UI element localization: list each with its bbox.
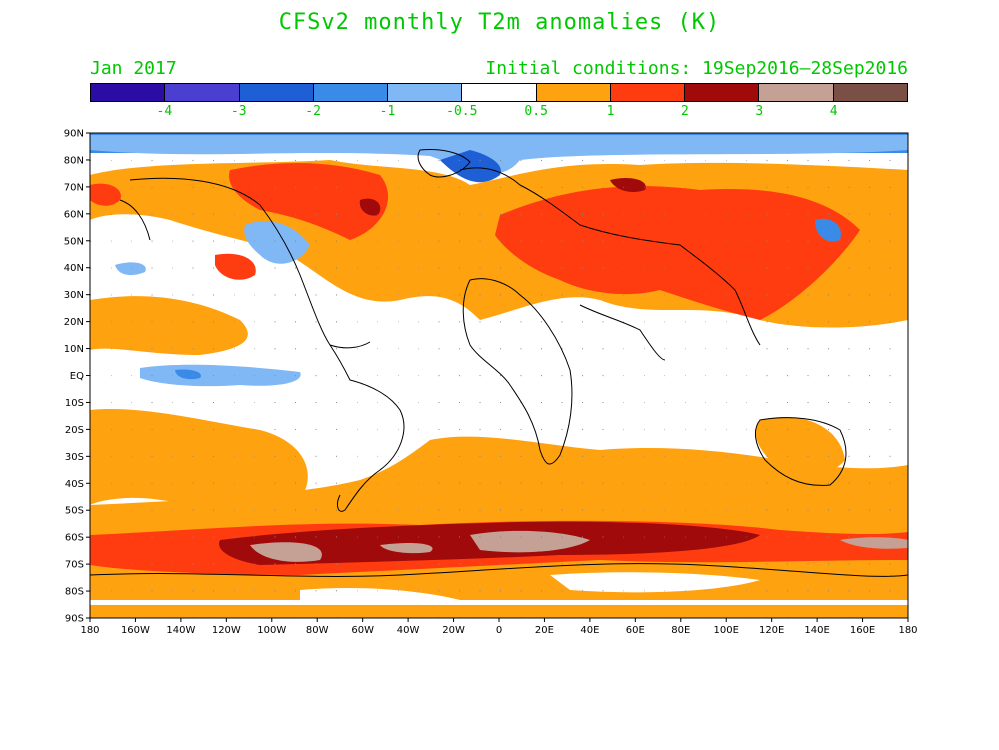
lon-label: 40E: [580, 625, 599, 636]
lat-label: 90N: [64, 129, 84, 140]
colorbar-label: -1: [379, 104, 396, 119]
lon-label: 80W: [306, 625, 329, 636]
colorbar-segment: [759, 84, 834, 101]
colorbar-label: -4: [156, 104, 173, 119]
lon-label: 20W: [442, 625, 465, 636]
colorbar-segment: [610, 84, 686, 101]
lon-label: 160E: [850, 625, 875, 636]
lon-label: 140E: [804, 625, 829, 636]
lat-label: 80N: [64, 155, 84, 166]
lon-label: 140W: [166, 625, 195, 636]
lat-label: 80S: [65, 587, 84, 598]
colorbar-segment: [313, 84, 389, 101]
lat-label: 30N: [64, 290, 84, 301]
lon-label: 60W: [351, 625, 374, 636]
colorbar-label: -0.5: [446, 104, 478, 119]
chart-title: CFSv2 monthly T2m anomalies (K): [278, 10, 721, 35]
lon-label: 40W: [397, 625, 420, 636]
lon-label: 20E: [535, 625, 554, 636]
lat-label: EQ: [70, 371, 84, 382]
lon-label: 100W: [257, 625, 286, 636]
lat-label: 40N: [64, 263, 84, 274]
colorbar-label: 1: [606, 104, 615, 119]
colorbar-segment: [388, 84, 463, 101]
colorbar-segment: [685, 84, 760, 101]
lat-label: 70S: [65, 560, 84, 571]
colorbar-label: -3: [230, 104, 247, 119]
longitude-axis: 180 160W 140W 120W 100W 80W 60W 40W 20W 0 20E 40E 60…: [80, 618, 918, 636]
lat-label: 60S: [65, 533, 84, 544]
colorbar-label: 3: [755, 104, 764, 119]
anomaly-field: [90, 133, 908, 618]
lat-label: 70N: [64, 182, 84, 193]
lon-label: 0: [496, 625, 502, 636]
lon-label: 120W: [212, 625, 241, 636]
lat-label: 20N: [64, 317, 84, 328]
colorbar-segment: [462, 84, 537, 101]
lat-label: 10S: [65, 398, 84, 409]
colorbar-segment: [91, 84, 166, 101]
lat-label: 50N: [64, 236, 84, 247]
lat-label: 30S: [65, 452, 84, 463]
lon-label: 100E: [714, 625, 739, 636]
lon-label: 80E: [671, 625, 690, 636]
lon-label: 60E: [626, 625, 645, 636]
lat-label: 10N: [64, 344, 84, 355]
colorbar-segment: [239, 84, 314, 101]
lon-label: 160W: [121, 625, 150, 636]
lat-label: 60N: [64, 209, 84, 220]
lat-label: 90S: [65, 614, 84, 625]
colorbar-label: -2: [305, 104, 321, 119]
latitude-axis: 90N 80N 70N 60N 50N 40N 30N 20N 10N EQ 10S 20S 30S 40…: [64, 129, 90, 625]
colorbar: [90, 83, 908, 102]
lat-label: 20S: [65, 425, 84, 436]
coastlines: [90, 149, 908, 577]
initial-conditions: Initial conditions: 19Sep2016–28Sep2016: [485, 58, 908, 79]
forecast-month: Jan 2017: [90, 58, 177, 79]
lon-label: 180: [898, 625, 917, 636]
colorbar-segment: [833, 84, 907, 101]
lat-label: 50S: [65, 506, 84, 517]
colorbar-label: 2: [680, 104, 689, 119]
lon-label: 180: [80, 625, 99, 636]
colorbar-segment: [165, 84, 240, 101]
colorbar-label: 4: [829, 104, 838, 119]
lon-label: 120E: [759, 625, 784, 636]
colorbar-segment: [536, 84, 611, 101]
colorbar-label: 0.5: [524, 104, 548, 119]
lat-label: 40S: [65, 479, 84, 490]
